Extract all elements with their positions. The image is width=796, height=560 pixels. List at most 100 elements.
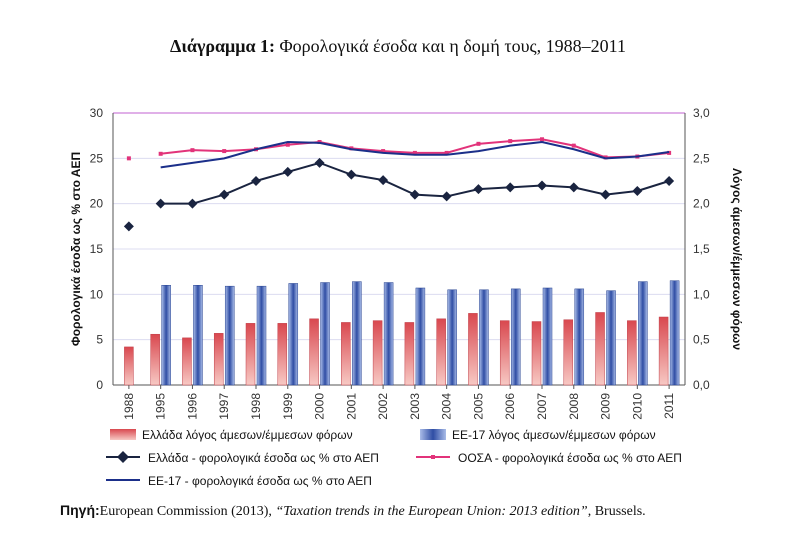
y-tick-label-right: 0,0: [693, 378, 710, 392]
eu17-ratio-bar: [161, 285, 171, 386]
oecd-revenue-point: [222, 149, 227, 154]
legend-swatch: [420, 429, 446, 440]
greece-revenue-point: [219, 189, 230, 200]
legend: Ελλάδα λόγος άμεσων/έμμεσων φόρων ΕΕ-17 λ…: [106, 428, 682, 488]
greece-revenue-point: [378, 175, 389, 186]
legend-greece-ratio: Ελλάδα λόγος άμεσων/έμμεσων φόρων: [110, 428, 353, 442]
x-tick-label: 2002: [376, 393, 390, 420]
eu17-revenue-line: [160, 141, 670, 169]
eu17-ratio-bar: [415, 287, 426, 386]
y-tick-label-right: 0,5: [693, 333, 710, 347]
legend-label: ΕΕ-17 λόγος άμεσων/έμμεσων φόρων: [452, 428, 656, 442]
chart-title-label: Διάγραμμα 1:: [170, 36, 276, 56]
greece-revenue-point: [505, 182, 516, 193]
greece-ratio-bar: [245, 323, 256, 386]
greece-ratio-bar: [150, 333, 160, 386]
x-tick-label: 1988: [122, 393, 136, 420]
bars: [124, 280, 680, 386]
eu17-ratio-bar: [320, 282, 330, 386]
x-tick-label: 1996: [185, 393, 199, 420]
greece-ratio-bar: [531, 321, 542, 386]
legend-marker: [431, 455, 435, 459]
eu17-ratio-bar: [383, 282, 394, 386]
oecd-revenue-point: [508, 139, 513, 144]
greece-ratio-bar: [468, 313, 478, 386]
greece-revenue-point: [537, 180, 547, 191]
greece-revenue-point: [282, 166, 293, 177]
eu17-ratio-bar: [510, 288, 521, 386]
y-tick-label-left: 15: [90, 242, 104, 256]
source-reference: “Taxation trends in the European Union: …: [275, 504, 588, 519]
greece-revenue-point: [600, 189, 611, 200]
greece-revenue-point: [409, 189, 420, 200]
greece-revenue-point: [123, 221, 134, 232]
y-tick-label-left: 10: [90, 287, 104, 301]
greece-revenue-point: [473, 184, 484, 195]
x-tick-label: 2003: [408, 393, 422, 420]
greece-ratio-bar: [124, 346, 134, 386]
greece-revenue-point: [441, 191, 452, 202]
greece-revenue-point: [568, 182, 579, 193]
greece-ratio-bar: [658, 316, 669, 386]
y-tick-label-left: 0: [96, 378, 103, 392]
x-tick-label: 2008: [567, 393, 581, 420]
x-tick-label: 2009: [599, 393, 613, 420]
x-tick-label: 1998: [249, 393, 263, 420]
legend-greece-revenue: Ελλάδα - φορολογικά έσοδα ως % στο ΑΕΠ: [106, 451, 379, 465]
y-tick-label-left: 25: [90, 151, 104, 165]
x-tick-label: 2006: [503, 393, 517, 420]
oecd-revenue-point: [540, 137, 544, 142]
y-axis-title-right: Λόγος άμεσων/έμμεσων φόρων: [730, 168, 744, 350]
greece-revenue-point: [664, 176, 675, 186]
x-tick-label: 2004: [440, 393, 454, 420]
source-pre: European Commission (2013),: [99, 504, 276, 519]
x-tick-label: 2011: [662, 393, 676, 419]
oecd-revenue-point: [126, 156, 131, 161]
greece-revenue-point: [187, 198, 198, 209]
legend-oecd-revenue: ΟΟΣΑ - φορολογικά έσοδα ως % στο ΑΕΠ: [416, 451, 682, 465]
y-tick-label-left: 30: [90, 106, 104, 120]
greece-ratio-bar: [277, 323, 288, 386]
oecd-revenue-point: [412, 150, 417, 155]
greece-revenue-point: [314, 157, 325, 168]
oecd-revenue-point: [190, 148, 195, 153]
legend-label: ΕΕ-17 - φορολογικά έσοδα ως % στο ΑΕΠ: [148, 474, 372, 488]
oecd-revenue-point: [571, 143, 576, 148]
legend-eu17-revenue: ΕΕ-17 - φορολογικά έσοδα ως % στο ΑΕΠ: [106, 474, 372, 488]
greece-ratio-bar: [563, 319, 574, 386]
eu17-ratio-bar: [638, 281, 648, 386]
greece-revenue-point: [251, 176, 261, 186]
x-tick-label: 2010: [630, 393, 644, 420]
y-tick-label-right: 1,5: [693, 242, 710, 256]
eu17-ratio-bar: [447, 289, 457, 386]
x-tick-label: 2000: [313, 393, 327, 420]
x-tick-label: 2007: [535, 393, 549, 420]
eu17-ratio-bar: [288, 283, 299, 386]
chart-title-text: Φορολογικά έσοδα και η δομή τους, 1988–2…: [279, 36, 626, 56]
x-tick-label: 2001: [344, 393, 358, 420]
eu17-ratio-bar: [669, 280, 680, 386]
lines: [123, 137, 675, 232]
oecd-revenue-point: [444, 150, 449, 155]
legend-label: Ελλάδα - φορολογικά έσοδα ως % στο ΑΕΠ: [148, 451, 379, 465]
chart: 0 5 10 15 20 25 30 0,0 0,5 1,0 1,5 2,0 2,5 3,0 Φορολογ…: [69, 106, 744, 488]
x-tick-label: 1995: [154, 393, 168, 420]
y-tick-label-left: 5: [96, 333, 103, 347]
eu17-ratio-bar: [606, 290, 616, 386]
source-note: Πηγή:European Commission (2013), “Taxati…: [60, 502, 780, 520]
greece-ratio-bar: [213, 333, 224, 386]
y-tick-label-right: 1,0: [693, 287, 710, 301]
x-tick-label: 2005: [471, 393, 485, 420]
greece-ratio-bar: [404, 322, 415, 386]
x-tick-label: 1997: [217, 393, 231, 420]
greece-revenue-point: [346, 169, 357, 180]
oecd-revenue-point: [476, 141, 481, 146]
greece-ratio-bar: [182, 337, 192, 386]
greece-revenue-point: [155, 198, 166, 209]
legend-label: Ελλάδα λόγος άμεσων/έμμεσων φόρων: [142, 428, 353, 442]
axes: 0 5 10 15 20 25 30 0,0 0,5 1,0 1,5 2,0 2,5 3,0 Φορολογ…: [69, 106, 744, 420]
x-tick-label: 1999: [281, 393, 295, 420]
greece-ratio-bar: [436, 318, 446, 386]
oecd-revenue-point: [381, 149, 386, 154]
eu17-ratio-bar: [542, 287, 553, 386]
